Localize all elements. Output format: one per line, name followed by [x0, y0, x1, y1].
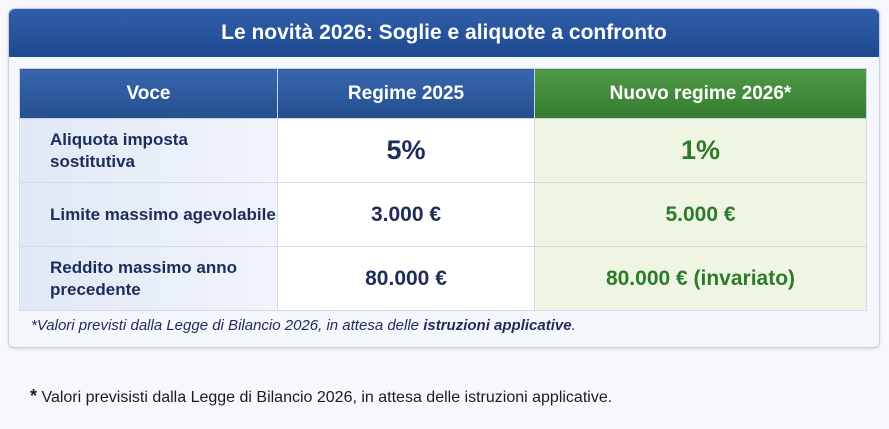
row-label: Reddito massimo anno precedente [19, 246, 278, 311]
card: Le novità 2026: Soglie e aliquote a conf… [8, 8, 880, 348]
cell: 80.000 € [277, 246, 535, 311]
cell: 5.000 € [534, 182, 867, 247]
cell: 80.000 € (invariato) [534, 246, 867, 311]
cell: 1% [534, 118, 867, 183]
asterisk: * [30, 386, 38, 406]
row-label: Limite massimo agevolabile [19, 182, 278, 247]
cell: 5% [277, 118, 535, 183]
title: Le novità 2026: Soglie e aliquote a conf… [9, 9, 879, 57]
table-row: Reddito massimo anno precedente 80.000 €8… [19, 246, 867, 311]
table-row: Aliquota imposta sostitutiva 5% 1% [19, 118, 867, 183]
comparison-table: Voce Regime 2025 Nuovo regime 2026* Aliquo… [19, 68, 867, 311]
column-header: Nuovo regime 2026* [534, 68, 867, 119]
footer-text: Valori previsisti dalla Legge di Bilanci… [41, 389, 613, 406]
footer-note: * Valori previsisti dalla Legge di Bilan… [30, 386, 612, 407]
row-label: Aliquota imposta sostitutiva [19, 118, 278, 183]
table-row: Limite massimo agevolabile 3.000 €5.000 € [19, 182, 867, 247]
header-row: Voce Regime 2025 Nuovo regime 2026* [19, 68, 867, 119]
table-body: Aliquota imposta sostitutiva 5% 1% Limite m… [19, 118, 867, 311]
note: *Valori previsti dalla Legge di Bilancio… [31, 317, 576, 334]
note-text: *Valori previsti dalla Legge di Bilancio… [31, 317, 420, 334]
note-bold: istruzioni applicative [423, 317, 572, 334]
column-header: Voce [19, 68, 278, 119]
cell: 3.000 € [277, 182, 535, 247]
column-header: Regime 2025 [277, 68, 535, 119]
note-end: . [571, 317, 576, 334]
